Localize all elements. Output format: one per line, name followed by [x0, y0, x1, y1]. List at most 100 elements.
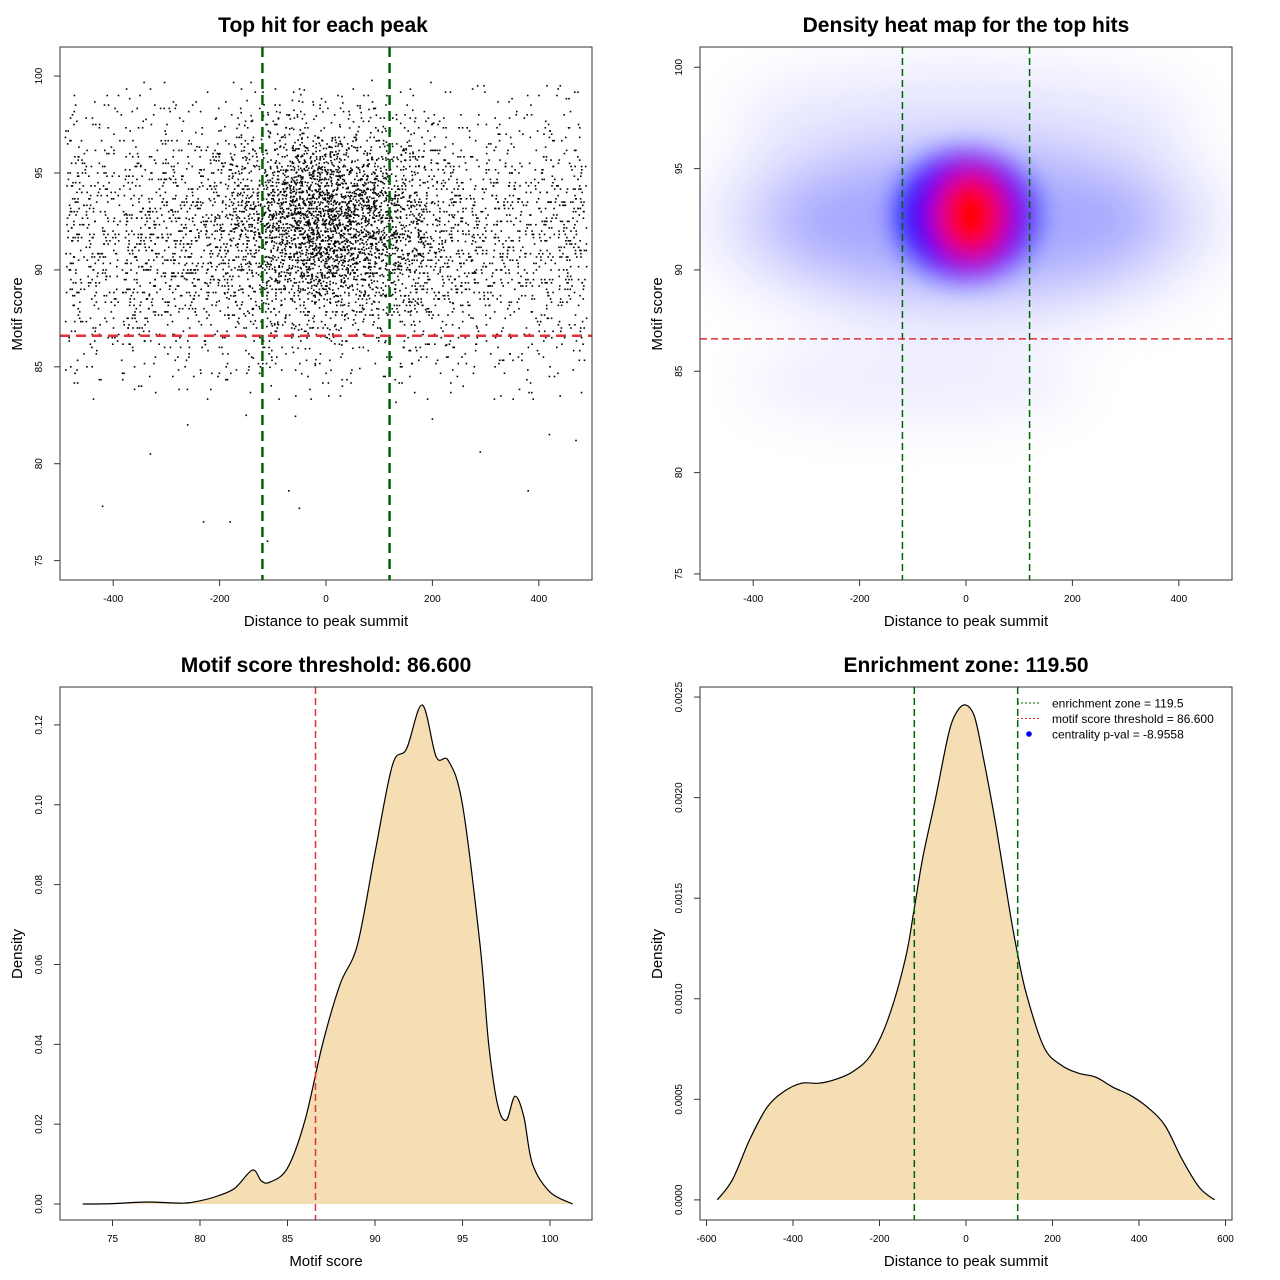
scatter-point [316, 237, 319, 240]
scatter-point [295, 282, 298, 284]
scatter-point [343, 303, 346, 306]
scatter-point [292, 162, 295, 165]
scatter-point [353, 136, 356, 139]
scatter-point [549, 366, 551, 368]
scatter-point [259, 107, 261, 110]
scatter-point [393, 204, 395, 207]
scatter-point [185, 262, 188, 265]
scatter-point [72, 236, 74, 239]
scatter-point [288, 184, 291, 186]
scatter-point [77, 236, 79, 239]
scatter-point [209, 282, 212, 284]
scatter-point [537, 181, 540, 184]
scatter-point [170, 278, 173, 281]
scatter-point [323, 127, 326, 129]
scatter-point [258, 179, 261, 182]
scatter-point [374, 272, 376, 275]
scatter-point [262, 157, 265, 159]
scatter-point [359, 202, 361, 205]
scatter-point [236, 223, 238, 226]
scatter-point [337, 217, 339, 219]
scatter-point [315, 143, 317, 145]
scatter-point [122, 378, 124, 381]
scatter-point [425, 231, 428, 234]
scatter-point [399, 206, 402, 208]
scatter-point [337, 223, 340, 226]
scatter-point [506, 152, 509, 155]
scatter-point [234, 291, 236, 294]
scatter-point [104, 149, 106, 152]
scatter-point [395, 175, 397, 177]
scatter-point [405, 168, 407, 170]
scatter-point [323, 162, 326, 164]
scatter-point [295, 183, 297, 186]
scatter-point [378, 215, 381, 217]
scatter-point [384, 217, 387, 219]
scatter-point [340, 235, 342, 238]
scatter-point [271, 218, 274, 221]
scatter-point [400, 256, 402, 258]
scatter-point [561, 178, 563, 181]
scatter-point [367, 198, 369, 201]
scatter-point [363, 252, 365, 254]
scatter-point [321, 223, 323, 226]
scatter-point [310, 204, 313, 207]
scatter-point [438, 120, 441, 123]
scatter-point [473, 201, 476, 203]
scatter-point [345, 238, 348, 240]
scatter-point [371, 101, 374, 103]
scatter-point [239, 107, 242, 110]
scatter-point [291, 298, 294, 300]
scatter-point [427, 130, 429, 132]
scatter-point [403, 226, 406, 229]
scatter-point [375, 286, 377, 288]
scatter-point [296, 259, 299, 261]
scatter-point [508, 301, 511, 303]
scatter-point [309, 227, 311, 229]
scatter-point [366, 159, 369, 161]
scatter-point [519, 230, 521, 232]
scatter-point [233, 314, 236, 316]
scatter-point [258, 249, 260, 252]
scatter-point [286, 271, 288, 274]
scatter-point [172, 333, 174, 336]
scatter-point [311, 273, 313, 276]
scatter-point [572, 217, 574, 219]
scatter-point [291, 99, 294, 102]
scatter-point [408, 298, 410, 300]
scatter-point [538, 94, 540, 97]
scatter-point [477, 330, 480, 333]
scatter-point [348, 259, 351, 261]
scatter-point [177, 185, 179, 187]
scatter-point [280, 227, 283, 229]
scatter-point [314, 301, 316, 303]
scatter-point [332, 201, 335, 204]
scatter-point [240, 288, 242, 291]
scatter-point [226, 291, 229, 294]
scatter-point [561, 220, 564, 223]
scatter-point [336, 254, 339, 256]
scatter-point [344, 165, 347, 168]
scatter-point [78, 146, 80, 148]
scatter-point [340, 256, 343, 258]
scatter-point [353, 190, 356, 193]
scatter-point [572, 188, 575, 190]
scatter-point [104, 301, 107, 303]
scatter-point [294, 199, 297, 202]
scatter-point [263, 172, 266, 174]
scatter-point [186, 195, 188, 197]
scatter-point [74, 236, 76, 239]
scatter-point [312, 242, 314, 245]
scatter-point [293, 256, 295, 258]
scatter-point [394, 283, 397, 286]
scatter-point [329, 224, 332, 226]
scatter-point [200, 169, 203, 171]
scatter-point [133, 388, 136, 391]
scatter-point [185, 233, 187, 236]
scatter-point [191, 188, 194, 190]
scatter-point [367, 220, 370, 222]
scatter-point [251, 287, 254, 289]
scatter-point [270, 192, 272, 194]
scatter-point [487, 143, 490, 145]
scatter-point [368, 163, 370, 165]
